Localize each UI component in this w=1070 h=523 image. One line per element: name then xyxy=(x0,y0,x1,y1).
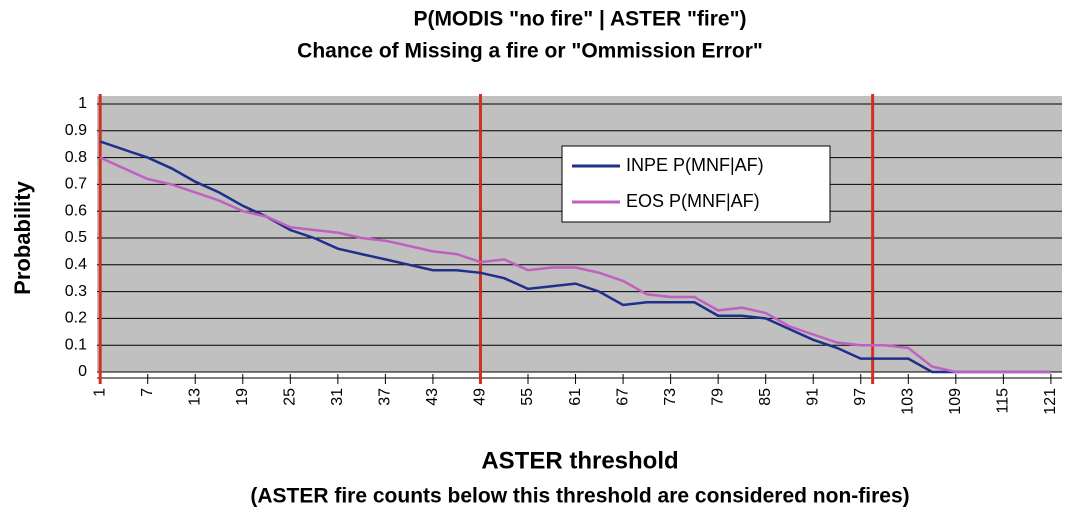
y-tick-label: 0.8 xyxy=(65,149,87,166)
x-tick-label: 7 xyxy=(139,388,156,397)
series-line xyxy=(99,156,1051,374)
x-tick-label: 13 xyxy=(186,388,203,406)
x-tick-label: 91 xyxy=(804,388,821,406)
y-tick-label: 0.3 xyxy=(65,283,87,300)
x-tick-label: 43 xyxy=(424,388,441,406)
y-tick-label: 0.6 xyxy=(65,202,87,219)
x-tick-label: 97 xyxy=(852,388,869,406)
legend-box xyxy=(561,145,831,223)
x-tick-label: 85 xyxy=(757,388,774,406)
legend: INPE P(MNF|AF) EOS P(MNF|AF) xyxy=(561,145,831,223)
y-tick-label: 0.4 xyxy=(65,256,87,273)
x-tick-label: 121 xyxy=(1042,388,1059,415)
x-tick-label: 31 xyxy=(329,388,346,406)
y-tick-label: 0.7 xyxy=(65,176,87,193)
x-tick-label: 1 xyxy=(91,388,108,397)
x-axis-label: ASTER threshold xyxy=(481,447,678,474)
y-tick-label: 0.5 xyxy=(65,229,87,246)
x-tick-label: 73 xyxy=(662,388,679,406)
y-tick-label: 0.2 xyxy=(65,310,87,327)
plot-area xyxy=(97,96,1062,372)
y-axis-label: Probability xyxy=(10,180,35,294)
chart-subtitle: Chance of Missing a fire or "Ommission E… xyxy=(297,40,763,63)
x-tick-label: 37 xyxy=(377,388,394,406)
x-tick-label: 19 xyxy=(234,388,251,406)
legend-label: EOS P(MNF|AF) xyxy=(626,191,760,211)
y-tick-label: 1 xyxy=(78,95,87,112)
x-tick-label: 79 xyxy=(709,388,726,406)
x-tick-label: 103 xyxy=(900,388,917,415)
x-tick-label: 49 xyxy=(472,388,489,406)
chart-title: P(MODIS "no fire" | ASTER "fire") xyxy=(413,8,746,31)
y-tick-label: 0.9 xyxy=(65,122,87,139)
x-tick-label: 25 xyxy=(282,388,299,406)
y-tick-label: 0 xyxy=(78,363,87,380)
note: (ASTER fire counts below this threshold … xyxy=(250,485,909,508)
x-tick-label: 67 xyxy=(614,388,631,406)
legend-label: INPE P(MNF|AF) xyxy=(626,155,764,175)
x-tick-label: 109 xyxy=(947,388,964,415)
x-tick-label: 115 xyxy=(995,388,1012,414)
x-tick-label: 61 xyxy=(567,388,584,406)
series-line xyxy=(99,140,1051,374)
x-tick-label: 55 xyxy=(519,388,536,406)
y-tick-label: 0.1 xyxy=(65,336,87,353)
